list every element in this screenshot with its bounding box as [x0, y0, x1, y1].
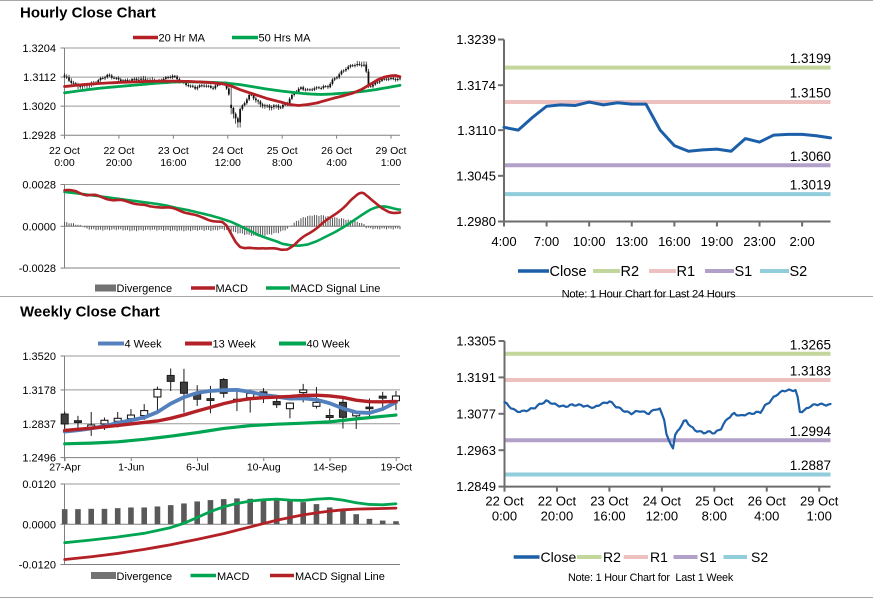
svg-text:Hourly Close Chart: Hourly Close Chart — [20, 5, 156, 22]
svg-text:1.3239: 1.3239 — [456, 32, 496, 47]
svg-text:S2: S2 — [790, 264, 808, 280]
svg-text:1.3150: 1.3150 — [790, 86, 831, 101]
svg-text:23 Oct: 23 Oct — [590, 494, 629, 509]
svg-text:1.3199: 1.3199 — [790, 51, 831, 66]
svg-text:-0.0028: -0.0028 — [19, 263, 56, 275]
svg-text:Close: Close — [541, 549, 577, 565]
svg-text:1.3174: 1.3174 — [456, 78, 496, 93]
svg-text:24 Oct: 24 Oct — [643, 494, 682, 509]
svg-text:0.0028: 0.0028 — [22, 180, 56, 192]
svg-text:1.3183: 1.3183 — [790, 363, 831, 378]
svg-text:1.3020: 1.3020 — [22, 101, 56, 113]
svg-text:1-Jun: 1-Jun — [118, 462, 144, 474]
svg-text:22 Oct: 22 Oct — [103, 145, 134, 157]
svg-text:0:00: 0:00 — [492, 509, 517, 524]
svg-text:1.2496: 1.2496 — [22, 453, 56, 465]
svg-text:6-Jul: 6-Jul — [186, 462, 209, 474]
svg-text:1.3060: 1.3060 — [790, 149, 831, 164]
svg-text:13:00: 13:00 — [615, 234, 648, 249]
svg-text:24 Oct: 24 Oct — [212, 145, 243, 157]
svg-text:MACD: MACD — [216, 283, 248, 295]
svg-text:1.3110: 1.3110 — [457, 123, 496, 138]
svg-text:1.3045: 1.3045 — [456, 168, 496, 183]
svg-text:8:00: 8:00 — [272, 157, 293, 169]
svg-text:10-Aug: 10-Aug — [247, 462, 281, 474]
svg-text:29 Oct: 29 Oct — [800, 494, 839, 509]
svg-text:0.0120: 0.0120 — [22, 479, 56, 491]
svg-text:1.3305: 1.3305 — [456, 334, 496, 349]
svg-text:1.3077: 1.3077 — [456, 406, 496, 421]
svg-text:S2: S2 — [751, 549, 768, 565]
svg-text:1.3204: 1.3204 — [22, 43, 56, 55]
svg-text:10:00: 10:00 — [573, 234, 606, 249]
svg-text:25 Oct: 25 Oct — [695, 494, 734, 509]
svg-text:20:00: 20:00 — [541, 509, 574, 524]
svg-text:14-Sep: 14-Sep — [313, 462, 347, 474]
svg-text:MACD Signal Line: MACD Signal Line — [291, 283, 381, 295]
svg-text:13 Week: 13 Week — [213, 339, 257, 351]
svg-text:50 Hrs MA: 50 Hrs MA — [259, 33, 312, 45]
svg-text:Divergence: Divergence — [117, 283, 173, 295]
svg-text:1:00: 1:00 — [381, 157, 402, 169]
svg-text:26 Oct: 26 Oct — [321, 145, 352, 157]
svg-text:23 Oct: 23 Oct — [158, 145, 189, 157]
svg-text:1.3112: 1.3112 — [23, 72, 56, 84]
svg-text:Note: 1 Hour Chart for Last 24: Note: 1 Hour Chart for Last 24 Hours — [562, 289, 736, 301]
svg-text:1.2980: 1.2980 — [456, 214, 496, 229]
svg-text:16:00: 16:00 — [593, 509, 626, 524]
svg-text:22 Oct: 22 Oct — [49, 145, 80, 157]
svg-text:20:00: 20:00 — [106, 157, 132, 169]
svg-text:16:00: 16:00 — [658, 234, 691, 249]
svg-text:12:00: 12:00 — [215, 157, 241, 169]
svg-text:1.3178: 1.3178 — [22, 385, 56, 397]
svg-text:R2: R2 — [603, 549, 621, 565]
svg-text:7:00: 7:00 — [534, 234, 559, 249]
svg-text:22 Oct: 22 Oct — [485, 494, 524, 509]
svg-text:1.2887: 1.2887 — [790, 458, 831, 473]
svg-text:12:00: 12:00 — [646, 509, 679, 524]
svg-text:R2: R2 — [621, 264, 640, 280]
svg-text:Divergence: Divergence — [117, 571, 173, 583]
svg-text:8:00: 8:00 — [702, 509, 727, 524]
svg-text:R1: R1 — [677, 264, 696, 280]
svg-text:16:00: 16:00 — [160, 157, 186, 169]
svg-text:1.2994: 1.2994 — [790, 424, 832, 439]
svg-text:1.2963: 1.2963 — [456, 443, 496, 458]
svg-text:1.3019: 1.3019 — [790, 178, 831, 193]
svg-text:26 Oct: 26 Oct — [748, 494, 787, 509]
svg-text:MACD Signal Line: MACD Signal Line — [295, 571, 385, 583]
svg-text:1:00: 1:00 — [807, 509, 832, 524]
svg-text:22 Oct: 22 Oct — [538, 494, 577, 509]
svg-text:4:00: 4:00 — [326, 157, 347, 169]
svg-text:2:00: 2:00 — [789, 234, 814, 249]
svg-text:1.3520: 1.3520 — [22, 351, 56, 363]
svg-text:1.3265: 1.3265 — [790, 337, 831, 352]
svg-text:29 Oct: 29 Oct — [376, 145, 407, 157]
svg-text:-0.0120: -0.0120 — [19, 560, 56, 572]
svg-text:4:00: 4:00 — [754, 509, 779, 524]
svg-text:Close: Close — [550, 264, 587, 280]
svg-text:1.2928: 1.2928 — [22, 130, 56, 142]
svg-text:1.3191: 1.3191 — [456, 370, 496, 385]
svg-text:0.0000: 0.0000 — [22, 519, 56, 531]
svg-text:40 Week: 40 Week — [307, 339, 351, 351]
svg-text:23:00: 23:00 — [743, 234, 776, 249]
svg-text:Weekly Close Chart: Weekly Close Chart — [20, 304, 160, 321]
svg-text:1.2849: 1.2849 — [456, 479, 496, 494]
svg-text:19:00: 19:00 — [701, 234, 734, 249]
svg-text:MACD: MACD — [217, 571, 249, 583]
svg-text:4:00: 4:00 — [491, 234, 516, 249]
svg-text:25 Oct: 25 Oct — [267, 145, 298, 157]
svg-text:20 Hr MA: 20 Hr MA — [159, 33, 206, 45]
svg-text:R1: R1 — [650, 549, 668, 565]
svg-text:S1: S1 — [700, 549, 717, 565]
svg-text:Note: 1 Hour Chart for Last 1: Note: 1 Hour Chart for Last 1 Week — [568, 572, 734, 584]
svg-text:0:00: 0:00 — [54, 157, 75, 169]
svg-text:27-Apr: 27-Apr — [49, 462, 81, 474]
svg-text:S1: S1 — [735, 264, 753, 280]
svg-text:4 Week: 4 Week — [125, 339, 163, 351]
svg-text:1.2837: 1.2837 — [22, 419, 56, 431]
svg-text:0.0000: 0.0000 — [22, 221, 56, 233]
svg-text:19-Oct: 19-Oct — [380, 462, 412, 474]
